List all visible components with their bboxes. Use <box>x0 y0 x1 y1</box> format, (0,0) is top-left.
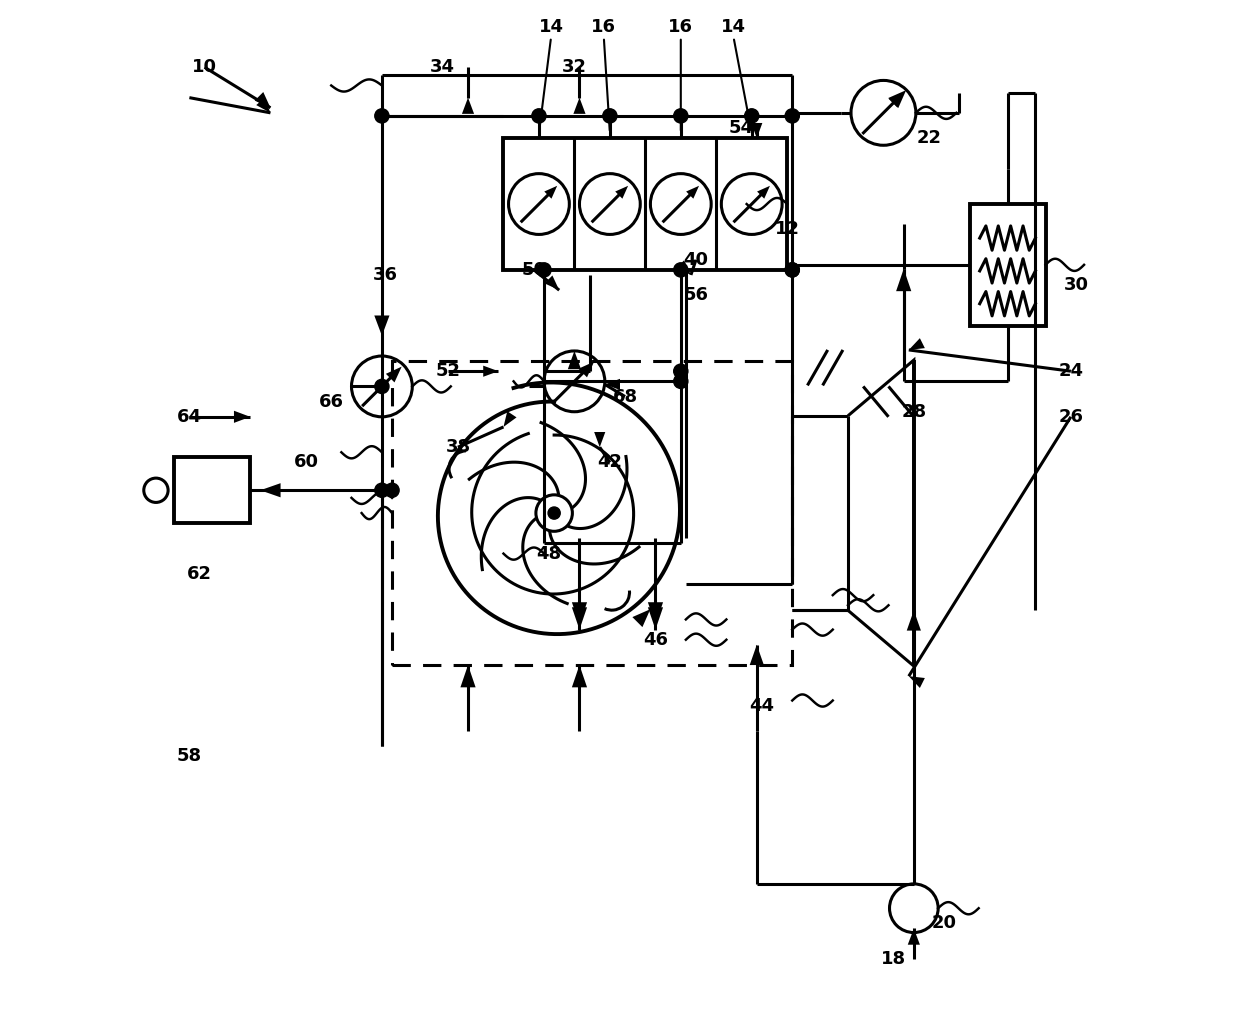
Polygon shape <box>572 665 587 688</box>
Circle shape <box>603 109 618 123</box>
Bar <box>174 457 250 523</box>
Text: 32: 32 <box>562 58 587 76</box>
Circle shape <box>673 109 688 123</box>
Circle shape <box>374 379 389 393</box>
Text: 62: 62 <box>187 565 212 583</box>
Polygon shape <box>647 608 663 630</box>
Text: 14: 14 <box>538 17 564 36</box>
Polygon shape <box>572 602 587 625</box>
Polygon shape <box>374 316 389 335</box>
Polygon shape <box>257 98 270 113</box>
Text: 52: 52 <box>435 363 460 380</box>
Polygon shape <box>572 608 587 630</box>
Circle shape <box>548 507 560 519</box>
Polygon shape <box>750 645 764 665</box>
Text: 46: 46 <box>644 631 668 649</box>
Polygon shape <box>632 610 650 627</box>
Text: 18: 18 <box>880 950 906 968</box>
Polygon shape <box>758 186 770 199</box>
Polygon shape <box>909 338 925 350</box>
Polygon shape <box>906 611 921 631</box>
Bar <box>503 138 787 270</box>
Text: 14: 14 <box>720 17 746 36</box>
Polygon shape <box>544 275 559 291</box>
Polygon shape <box>686 186 699 199</box>
Text: 12: 12 <box>775 220 800 239</box>
Text: 44: 44 <box>749 697 774 714</box>
Text: 16: 16 <box>591 17 616 36</box>
Circle shape <box>785 263 800 277</box>
Text: 58: 58 <box>177 747 202 765</box>
Circle shape <box>673 364 688 378</box>
Polygon shape <box>889 91 904 108</box>
Polygon shape <box>460 665 476 688</box>
Text: 22: 22 <box>916 129 941 147</box>
Text: 20: 20 <box>931 914 957 933</box>
Text: 50: 50 <box>521 261 547 279</box>
Text: 38: 38 <box>445 438 470 456</box>
Polygon shape <box>888 90 906 108</box>
Polygon shape <box>594 432 605 447</box>
Polygon shape <box>573 98 585 114</box>
Circle shape <box>537 263 551 277</box>
Circle shape <box>532 109 546 123</box>
Text: 60: 60 <box>294 453 319 471</box>
Text: 16: 16 <box>668 17 693 36</box>
Circle shape <box>384 484 399 498</box>
Polygon shape <box>676 260 691 275</box>
Circle shape <box>374 484 389 498</box>
Circle shape <box>785 263 800 277</box>
Polygon shape <box>909 677 925 688</box>
Polygon shape <box>484 366 498 377</box>
Circle shape <box>673 263 688 277</box>
Text: 24: 24 <box>1059 363 1084 380</box>
Text: 30: 30 <box>1064 276 1089 294</box>
Polygon shape <box>605 379 620 390</box>
Polygon shape <box>260 484 280 498</box>
Text: 26: 26 <box>1059 407 1084 426</box>
Polygon shape <box>908 929 920 945</box>
Text: 34: 34 <box>430 58 455 76</box>
Circle shape <box>785 109 800 123</box>
Polygon shape <box>463 98 474 114</box>
Polygon shape <box>503 411 517 427</box>
Circle shape <box>374 109 389 123</box>
Polygon shape <box>386 367 402 382</box>
Polygon shape <box>568 351 582 369</box>
Text: 48: 48 <box>537 545 562 563</box>
Circle shape <box>745 109 759 123</box>
Polygon shape <box>615 186 629 199</box>
Polygon shape <box>544 186 557 199</box>
Text: 64: 64 <box>177 407 202 426</box>
Text: 40: 40 <box>683 251 708 269</box>
Text: 68: 68 <box>613 387 637 405</box>
Text: 54: 54 <box>729 119 754 137</box>
Text: 66: 66 <box>319 392 343 410</box>
Text: 36: 36 <box>372 266 398 283</box>
Polygon shape <box>234 410 250 423</box>
Polygon shape <box>647 602 663 625</box>
Circle shape <box>673 374 688 388</box>
Text: 42: 42 <box>598 453 622 471</box>
Polygon shape <box>751 123 763 138</box>
Polygon shape <box>897 269 911 292</box>
Bar <box>970 204 1045 325</box>
Bar <box>392 361 792 665</box>
Text: 28: 28 <box>901 402 926 421</box>
Text: 56: 56 <box>683 287 708 304</box>
Polygon shape <box>578 362 594 377</box>
Text: 10: 10 <box>192 58 217 76</box>
Polygon shape <box>254 92 270 108</box>
